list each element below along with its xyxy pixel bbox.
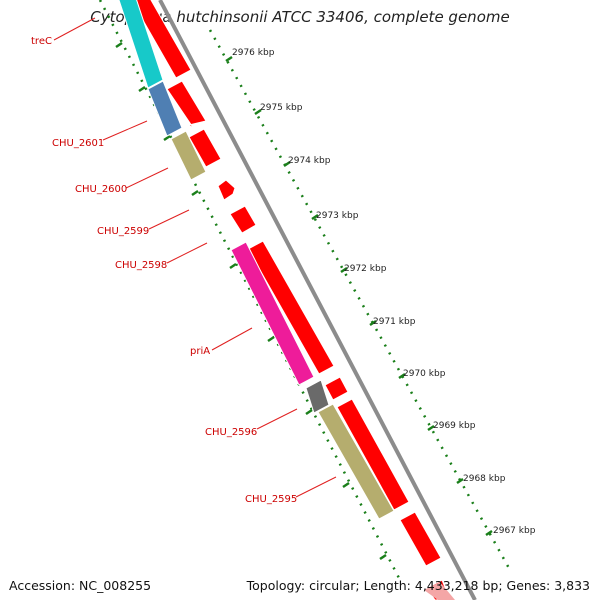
gene-label-chu-2596: CHU_2596 xyxy=(205,427,257,438)
cds-chu-2595 xyxy=(317,403,395,520)
inner-major-ticks xyxy=(115,41,387,561)
forward-cds-track xyxy=(130,0,451,600)
cds-arrow-6 xyxy=(247,240,335,375)
cds-arrow-3 xyxy=(188,128,222,168)
kbp-label: 2967 kbp xyxy=(493,526,536,536)
gene-label-chu-2601: CHU_2601 xyxy=(52,138,104,149)
kbp-label: 2973 kbp xyxy=(316,211,359,221)
cds-partial-bottom xyxy=(424,582,455,600)
cds-arrow-7 xyxy=(324,376,349,401)
gene-leader-lines xyxy=(53,17,337,498)
cds-arrow-5 xyxy=(229,205,257,234)
outer-major-ticks xyxy=(225,55,493,537)
cds-chu-2600 xyxy=(170,130,207,181)
kbp-label: 2976 kbp xyxy=(232,48,275,58)
inner-tick-ruler xyxy=(98,0,402,581)
gene-label-chu-2600: CHU_2600 xyxy=(75,184,127,195)
kbp-label: 2975 kbp xyxy=(260,103,303,113)
kbp-label: 2974 kbp xyxy=(288,156,331,166)
genome-stats-text: Topology: circular; Length: 4,433,218 bp… xyxy=(246,578,590,593)
cds-arrow-2 xyxy=(166,80,207,130)
gene-label-chu-2595: CHU_2595 xyxy=(245,494,297,505)
gene-label-chu-2599: CHU_2599 xyxy=(97,226,149,237)
gene-label-trec: treC xyxy=(31,36,52,47)
kbp-label: 2971 kbp xyxy=(373,317,416,327)
kbp-label: 2970 kbp xyxy=(403,369,446,379)
outer-tick-ruler xyxy=(208,29,512,571)
cds-chu-2596 xyxy=(305,379,330,414)
cds-chu-2601 xyxy=(147,80,183,137)
reverse-cds-track xyxy=(118,0,395,520)
gene-labels: treC CHU_2601 CHU_2600 CHU_2599 CHU_2598… xyxy=(31,36,297,505)
cds-arrow-9 xyxy=(399,511,442,567)
cds-trec xyxy=(118,0,164,89)
cds-pria xyxy=(230,241,315,386)
cds-arrow-8 xyxy=(336,398,410,511)
kbp-label: 2968 kbp xyxy=(463,474,506,484)
cds-arrow-1 xyxy=(130,0,192,79)
cds-arrow-4 xyxy=(217,179,236,201)
map-title: Cytophaga hutchinsonii ATCC 33406, compl… xyxy=(90,8,510,26)
gene-label-pria: priA xyxy=(190,346,210,357)
kbp-labels: 2976 kbp 2975 kbp 2974 kbp 2973 kbp 2972… xyxy=(232,48,536,536)
kbp-label: 2972 kbp xyxy=(344,264,387,274)
genome-backbone xyxy=(158,0,477,600)
accession-text: Accession: NC_008255 xyxy=(9,578,152,593)
kbp-label: 2969 kbp xyxy=(433,421,476,431)
gene-label-chu-2598: CHU_2598 xyxy=(115,260,167,271)
